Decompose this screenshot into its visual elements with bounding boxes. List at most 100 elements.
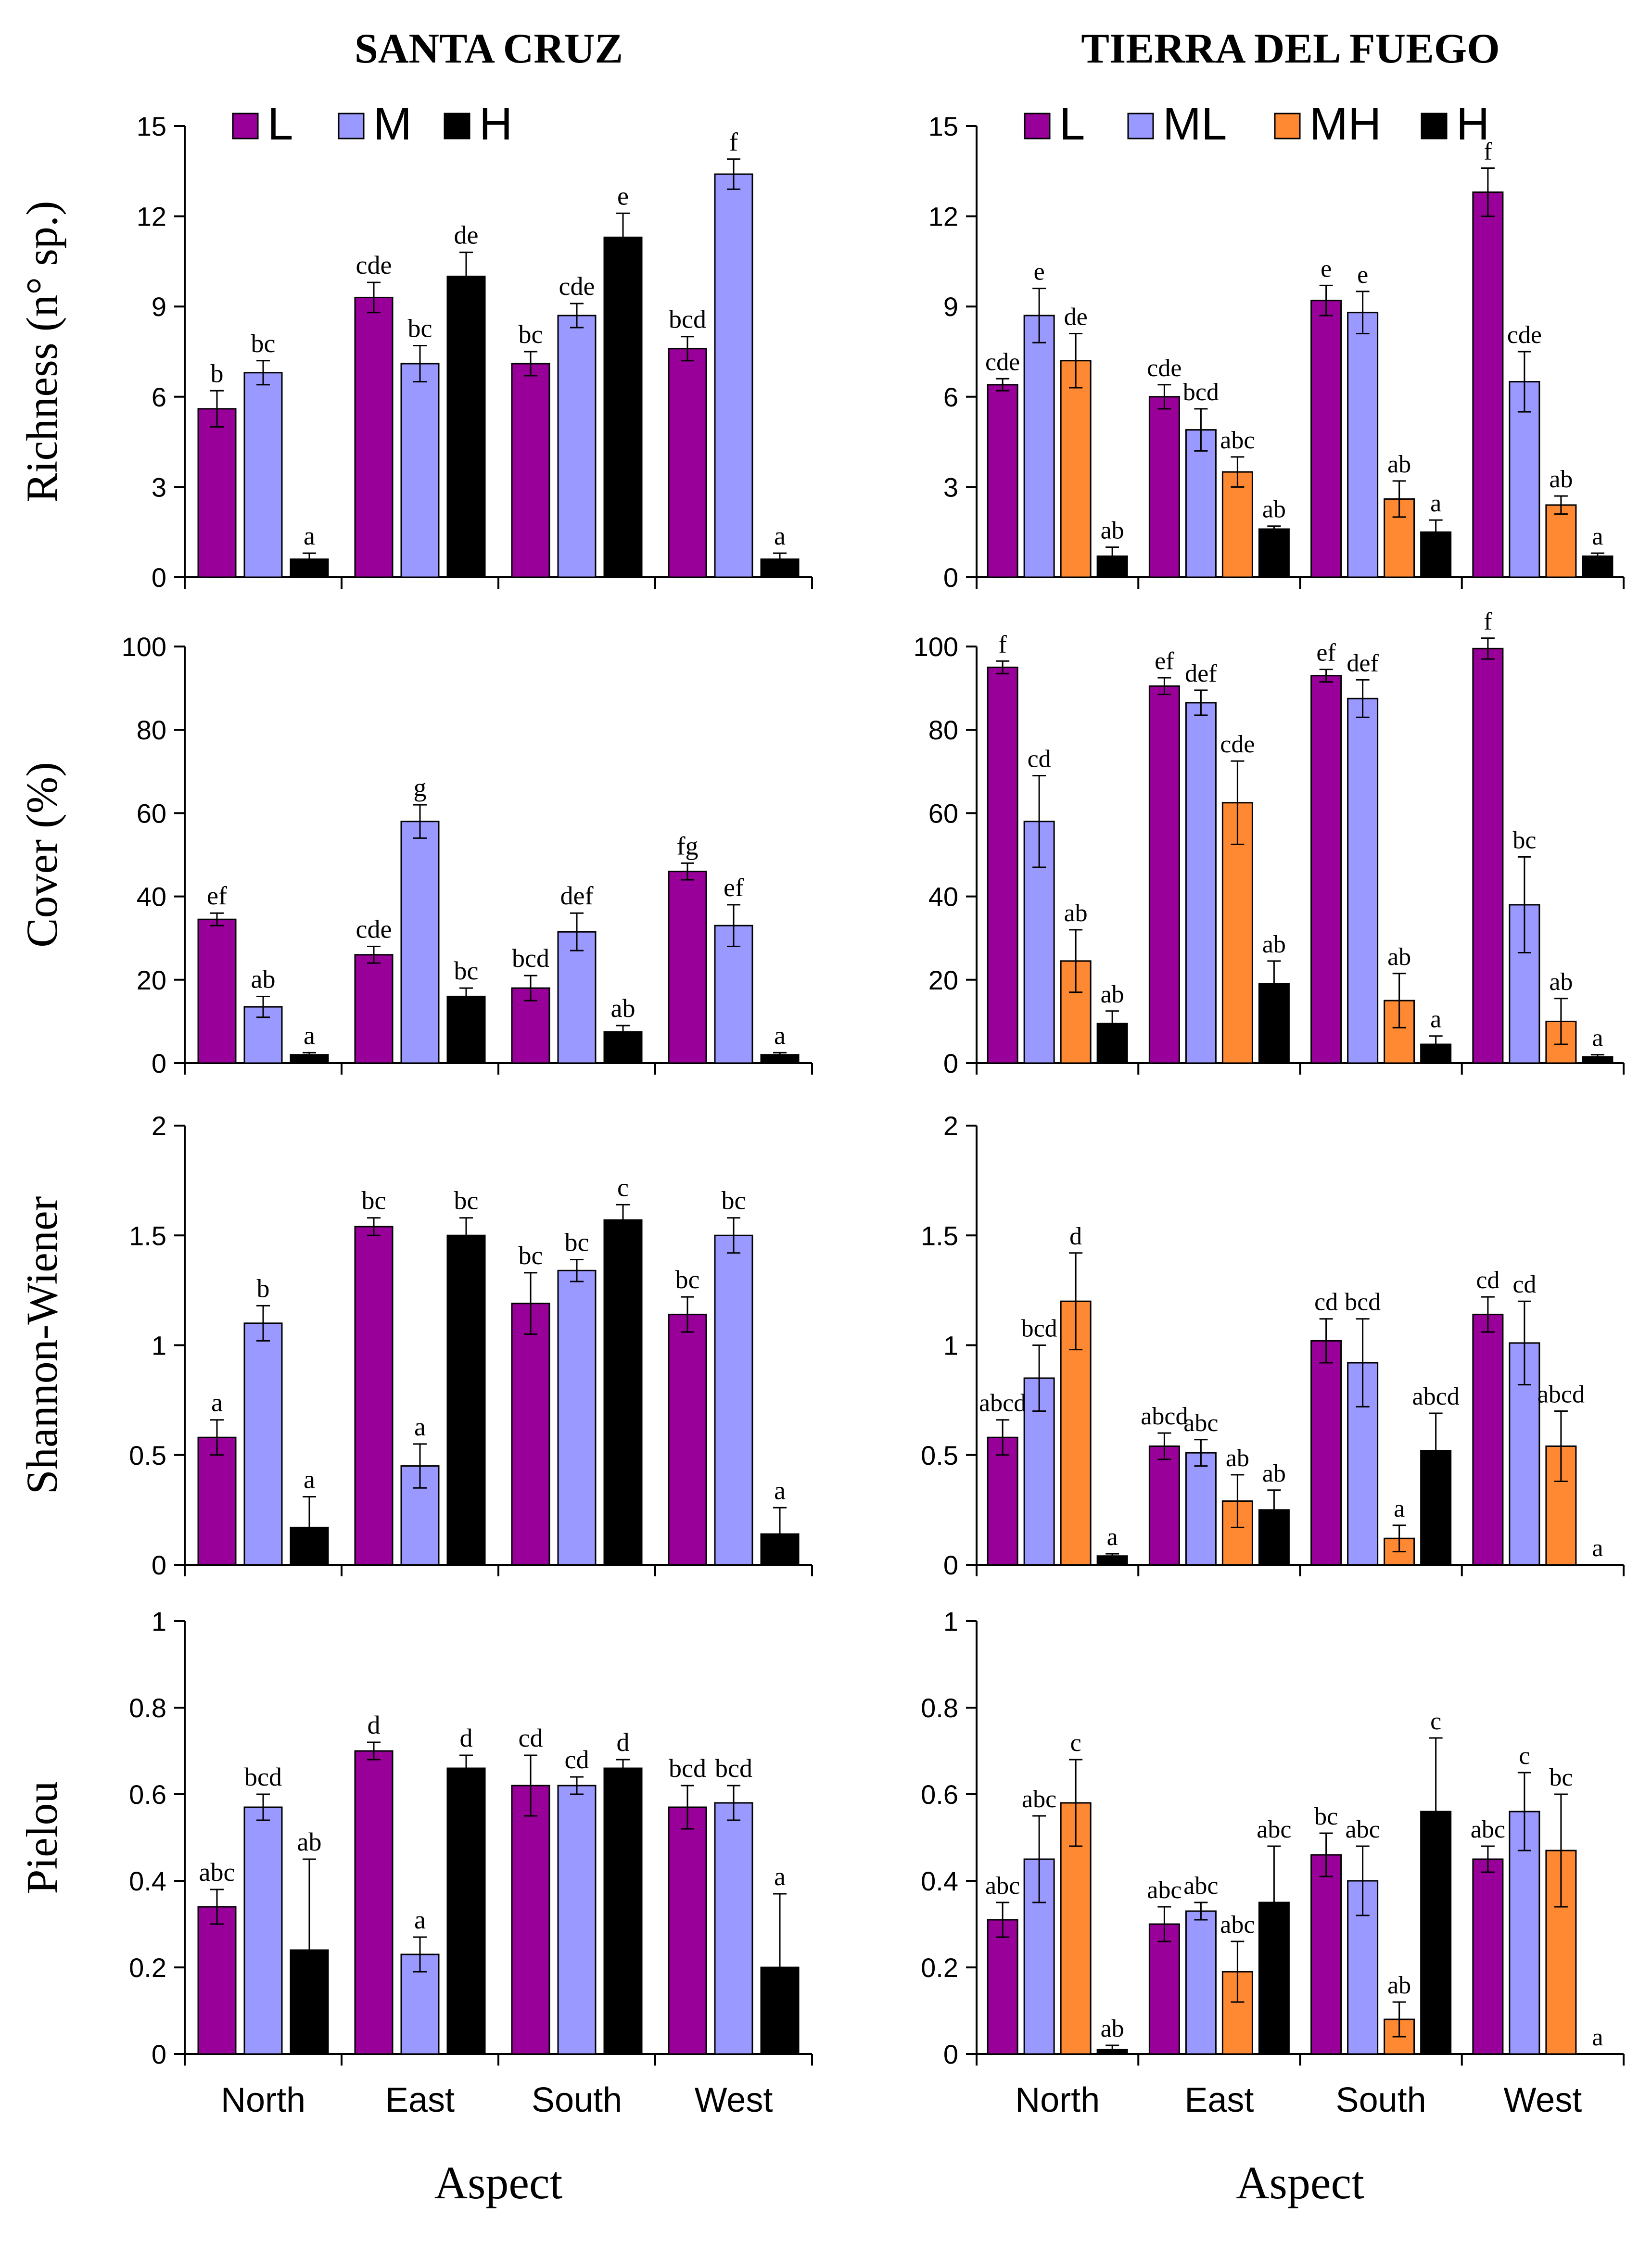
panel-2-ytick-label: 80	[137, 715, 166, 745]
panel-4-ytick-label: 2	[152, 1111, 166, 1141]
x-axis-title: Aspect	[434, 2157, 563, 2208]
panel-0-sig-letter: cde	[356, 251, 392, 279]
panel-1-bar-H-East	[1258, 528, 1290, 578]
panel-0-bar-L-East	[354, 296, 394, 578]
panel-4-ytick-label: 0	[152, 1550, 166, 1580]
legend-label-H: H	[1456, 98, 1489, 150]
panel-2-sig-letter: def	[560, 881, 594, 910]
panel-1-sig-letter: e	[1034, 258, 1045, 286]
x-category-label-south: South	[1336, 2081, 1426, 2119]
x-category-label-east: East	[1184, 2081, 1254, 2119]
legend-label-L: L	[1059, 98, 1085, 150]
panel-4-bar-H-East	[446, 1234, 486, 1566]
legend-label-H: H	[479, 98, 512, 150]
panel-1-bar-MH-East	[1221, 471, 1253, 578]
panel-5-sig-letter: cd	[1314, 1289, 1338, 1316]
panel-7-ytick-label: 0	[943, 2039, 958, 2069]
panel-2-sig-letter: bc	[454, 956, 479, 985]
panel-2-sig-letter: ef	[207, 881, 227, 910]
panel-1-sig-letter: a	[1430, 490, 1441, 517]
panel-1-bar-L-West	[1472, 191, 1504, 578]
panel-2-sig-letter: a	[304, 1021, 315, 1050]
panel-3-sig-letter: ab	[1549, 968, 1573, 996]
legend-swatch-ML	[1127, 113, 1154, 139]
panel-3-sig-letter: ef	[1155, 647, 1174, 675]
panel-2-ytick-label: 0	[152, 1048, 166, 1078]
panel-0-sig-letter: a	[774, 521, 786, 550]
panel-4-sig-letter: bc	[565, 1228, 589, 1256]
panel-0-sig-letter: bc	[519, 320, 543, 349]
panel-6-ytick-label: 0.6	[129, 1779, 166, 1810]
panel-7-sig-letter: bc	[1314, 1803, 1338, 1830]
panel-6-sig-letter: d	[368, 1711, 381, 1739]
y-axis-title: Cover (%)	[17, 762, 66, 948]
panel-4-sig-letter: bc	[722, 1186, 746, 1215]
panel-1-ytick-label: 15	[928, 111, 958, 141]
panel-5-bar-L-East	[1148, 1445, 1180, 1566]
panel-2-ytick-label: 100	[122, 632, 166, 662]
panel-5-sig-letter: ab	[1262, 1460, 1286, 1487]
panel-2-sig-letter: a	[774, 1021, 786, 1050]
legend-swatch-H	[444, 113, 470, 139]
panel-0-sig-letter: bc	[408, 314, 432, 342]
panel-0-ytick-label: 15	[137, 111, 166, 141]
panel-6-sig-letter: abc	[199, 1858, 235, 1887]
panel-0-sig-letter: f	[729, 127, 738, 156]
panel-6-bar-L-East	[354, 1750, 394, 2055]
panel-5-sig-letter: a	[1592, 1534, 1603, 1562]
panel-0-sig-letter: b	[211, 359, 224, 388]
panel-3-sig-letter: cde	[1220, 731, 1255, 758]
panel-2-sig-letter: ab	[251, 964, 276, 993]
panel-7-sig-letter: abc	[1346, 1816, 1380, 1843]
panel-5-sig-letter: abc	[1183, 1409, 1218, 1437]
panel-7-sig-letter: a	[1592, 2024, 1603, 2051]
panel-1-sig-letter: ab	[1549, 466, 1573, 493]
panel-1-ytick-label: 3	[943, 472, 958, 502]
panel-3-bar-MH-North	[1060, 960, 1092, 1064]
panel-6-sig-letter: d	[460, 1724, 473, 1752]
x-category-label-west: West	[1504, 2081, 1582, 2119]
panel-3-bar-L-South	[1310, 675, 1342, 1064]
panel-2-ytick-label: 20	[137, 965, 166, 995]
panel-7-ytick-label: 0.8	[921, 1693, 958, 1723]
x-category-label-east: East	[385, 2081, 455, 2119]
panel-7-ytick-label: 0.2	[921, 1952, 958, 1983]
panel-6-sig-letter: ab	[297, 1827, 322, 1856]
panel-6-ytick-label: 0	[152, 2039, 166, 2069]
panel-4-sig-letter: a	[211, 1388, 223, 1417]
panel-2-ytick-label: 60	[137, 798, 166, 828]
panel-5-sig-letter: abcd	[1141, 1403, 1188, 1430]
x-category-label-north: North	[221, 2081, 305, 2119]
panel-5-ytick-label: 1	[943, 1331, 958, 1361]
panel-2-sig-letter: cde	[356, 915, 392, 944]
panel-2-sig-letter: ab	[611, 994, 635, 1023]
panel-3-sig-letter: ab	[1387, 943, 1411, 971]
panel-5-sig-letter: bcd	[1345, 1289, 1381, 1316]
panel-0-bar-M-North	[243, 372, 283, 578]
panel-1-sig-letter: ab	[1101, 517, 1124, 544]
panel-3-bar-ML-South	[1347, 697, 1379, 1064]
panel-7-sig-letter: abc	[985, 1872, 1020, 1900]
panel-1-sig-letter: a	[1592, 523, 1603, 550]
panel-5-sig-letter: abcd	[1538, 1381, 1585, 1408]
column-title: SANTA CRUZ	[355, 25, 623, 72]
panel-3-sig-letter: a	[1592, 1025, 1603, 1052]
panel-3-sig-letter: def	[1347, 649, 1379, 677]
panel-4-sig-letter: bc	[519, 1241, 543, 1270]
panel-0-sig-letter: e	[617, 181, 629, 210]
legend-label-M: M	[373, 98, 412, 150]
panel-2-sig-letter: bcd	[512, 944, 549, 973]
panel-5-sig-letter: ab	[1226, 1445, 1249, 1472]
panel-7-bar-L-South	[1310, 1854, 1342, 2055]
legend-swatch-M	[338, 113, 365, 139]
panel-1-bar-ML-East	[1185, 429, 1217, 578]
panel-1-sig-letter: cde	[1147, 355, 1182, 382]
panel-0-bar-H-East	[446, 276, 486, 578]
panel-3-ytick-label: 100	[914, 632, 958, 662]
panel-2-sig-letter: ef	[724, 873, 744, 902]
panel-3-sig-letter: f	[998, 631, 1007, 658]
panel-1-ytick-label: 6	[943, 382, 958, 412]
panel-7-sig-letter: bc	[1549, 1764, 1573, 1791]
panel-3-sig-letter: ab	[1262, 931, 1286, 958]
panel-6-bar-M-North	[243, 1806, 283, 2055]
